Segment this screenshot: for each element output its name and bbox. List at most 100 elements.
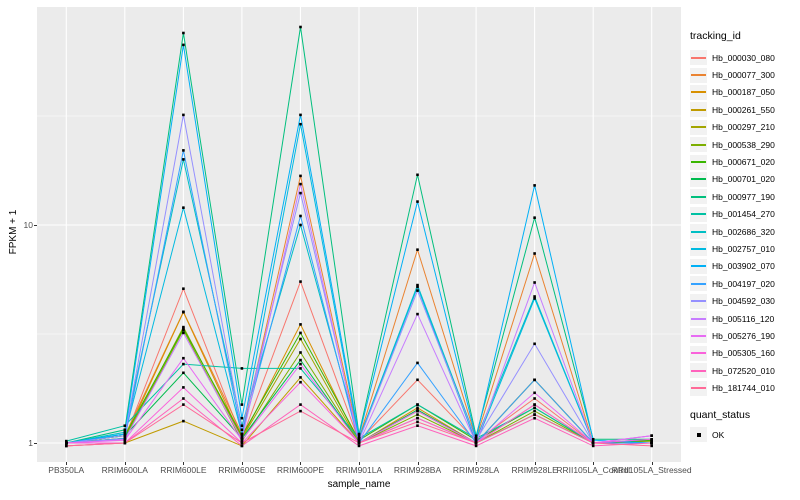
x-tick-mark <box>66 462 68 465</box>
data-point-marker <box>240 441 244 445</box>
legend-key <box>690 206 707 222</box>
data-point-marker <box>591 441 595 445</box>
data-point-marker <box>474 444 478 448</box>
data-point-marker <box>533 416 536 420</box>
data-point-marker <box>65 439 68 443</box>
x-tick-mark <box>417 462 419 465</box>
data-point-marker <box>533 391 536 395</box>
data-point-marker <box>416 424 419 427</box>
data-point-marker <box>416 378 419 382</box>
legend-line-swatch <box>691 230 706 233</box>
data-point-marker <box>299 214 302 218</box>
legend-label: Hb_000187_050 <box>712 87 775 98</box>
legend-key <box>690 224 707 240</box>
data-point-marker <box>533 342 536 346</box>
data-point-marker <box>299 174 302 178</box>
x-tick-label: RRIM600SE <box>218 465 266 475</box>
data-point-marker <box>416 416 419 420</box>
legend-line-swatch <box>691 387 706 390</box>
legend-entry-Hb_000187_050: Hb_000187_050 <box>690 84 800 101</box>
data-point-marker <box>591 444 595 448</box>
data-point-marker <box>416 285 419 289</box>
legend-line-swatch <box>691 74 706 77</box>
x-tick-label: RRIM928LA <box>452 465 500 475</box>
legend-entry-Hb_000077_300: Hb_000077_300 <box>690 66 800 83</box>
legend-entry-Hb_000030_080: Hb_000030_080 <box>690 49 800 66</box>
legend-label: Hb_000701_020 <box>712 174 775 185</box>
data-point-marker <box>650 444 653 448</box>
legend-line-swatch <box>691 369 706 372</box>
plot-panel <box>37 7 681 462</box>
data-point-marker <box>182 362 185 366</box>
data-point-marker <box>182 327 185 330</box>
data-point-marker <box>240 434 244 437</box>
legend-label: Hb_002757_010 <box>712 243 775 254</box>
legend-key <box>690 84 707 100</box>
legend-title-tracking-id: tracking_id <box>690 30 741 42</box>
legend-line-swatch <box>691 247 706 250</box>
data-point-marker <box>123 428 127 432</box>
legend-key <box>690 293 707 309</box>
data-point-marker <box>123 431 127 434</box>
data-point-marker <box>474 438 478 442</box>
legend-line-swatch <box>691 108 706 111</box>
data-point-marker <box>416 403 419 406</box>
legend-label: Hb_000030_080 <box>712 52 775 63</box>
data-point-marker <box>416 173 419 177</box>
data-point-marker <box>357 444 361 448</box>
legend-title-quant-status: quant_status <box>690 408 751 421</box>
x-tick-label: RRII105LA_Stressed <box>611 465 692 475</box>
legend-entry-Hb_000701_020: Hb_000701_020 <box>690 171 800 188</box>
data-point-marker <box>182 331 185 335</box>
data-point-marker <box>182 149 185 152</box>
data-point-marker <box>182 325 185 329</box>
legend-entry-Hb_000977_190: Hb_000977_190 <box>690 188 800 205</box>
data-point-marker <box>299 337 302 341</box>
data-point-marker <box>240 424 244 427</box>
legend-label: Hb_002686_320 <box>712 226 775 237</box>
legend-entry-Hb_000538_290: Hb_000538_290 <box>690 136 800 153</box>
data-point-marker <box>299 351 302 354</box>
y-axis-title: FPKM + 1 <box>8 209 19 255</box>
legend-label: Hb_000671_020 <box>712 157 775 168</box>
legend-key <box>690 311 707 327</box>
data-point-marker <box>240 428 244 432</box>
data-point-marker <box>240 432 244 436</box>
data-point-marker <box>533 297 536 300</box>
legend-entry-Hb_005116_120: Hb_005116_120 <box>690 310 800 327</box>
legend-label: Hb_000077_300 <box>712 70 775 81</box>
data-point-marker <box>650 441 653 445</box>
data-point-marker <box>299 331 302 335</box>
legend-line-swatch <box>691 300 706 303</box>
legend-label: Hb_000538_290 <box>712 139 775 150</box>
legend-label: Hb_004592_030 <box>712 296 775 307</box>
data-point-marker <box>357 441 361 445</box>
legend-entry-Hb_002757_010: Hb_002757_010 <box>690 240 800 257</box>
data-point-marker <box>416 289 419 292</box>
data-point-marker <box>533 397 536 400</box>
x-tick-label: PB350LA <box>48 465 85 475</box>
data-point-marker <box>182 386 185 389</box>
legend-entry-Hb_000261_550: Hb_000261_550 <box>690 101 800 118</box>
data-point-marker <box>650 434 653 437</box>
data-point-marker <box>299 367 302 370</box>
legend-key <box>690 50 707 66</box>
data-point-marker <box>591 438 595 442</box>
legend-entry-Hb_002686_320: Hb_002686_320 <box>690 223 800 240</box>
data-point-marker <box>299 380 302 384</box>
data-point-marker <box>533 281 536 284</box>
x-tick-label: RRIM901LA <box>335 465 383 475</box>
legend-key <box>690 276 707 292</box>
legend-entry-Hb_000671_020: Hb_000671_020 <box>690 153 800 170</box>
legend-entries: Hb_000030_080 Hb_000077_300 Hb_000187_050 H… <box>690 49 800 397</box>
legend-key <box>690 345 707 361</box>
legend-label: Hb_005305_160 <box>712 348 775 359</box>
data-point-marker <box>123 432 127 436</box>
x-tick-mark <box>359 462 360 465</box>
legend-label: Hb_181744_010 <box>712 383 775 394</box>
data-point-marker <box>182 287 185 290</box>
legend-key <box>690 363 707 379</box>
data-point-marker <box>416 312 419 316</box>
data-point-marker <box>416 406 419 410</box>
legend-label: Hb_072520_010 <box>712 365 775 376</box>
